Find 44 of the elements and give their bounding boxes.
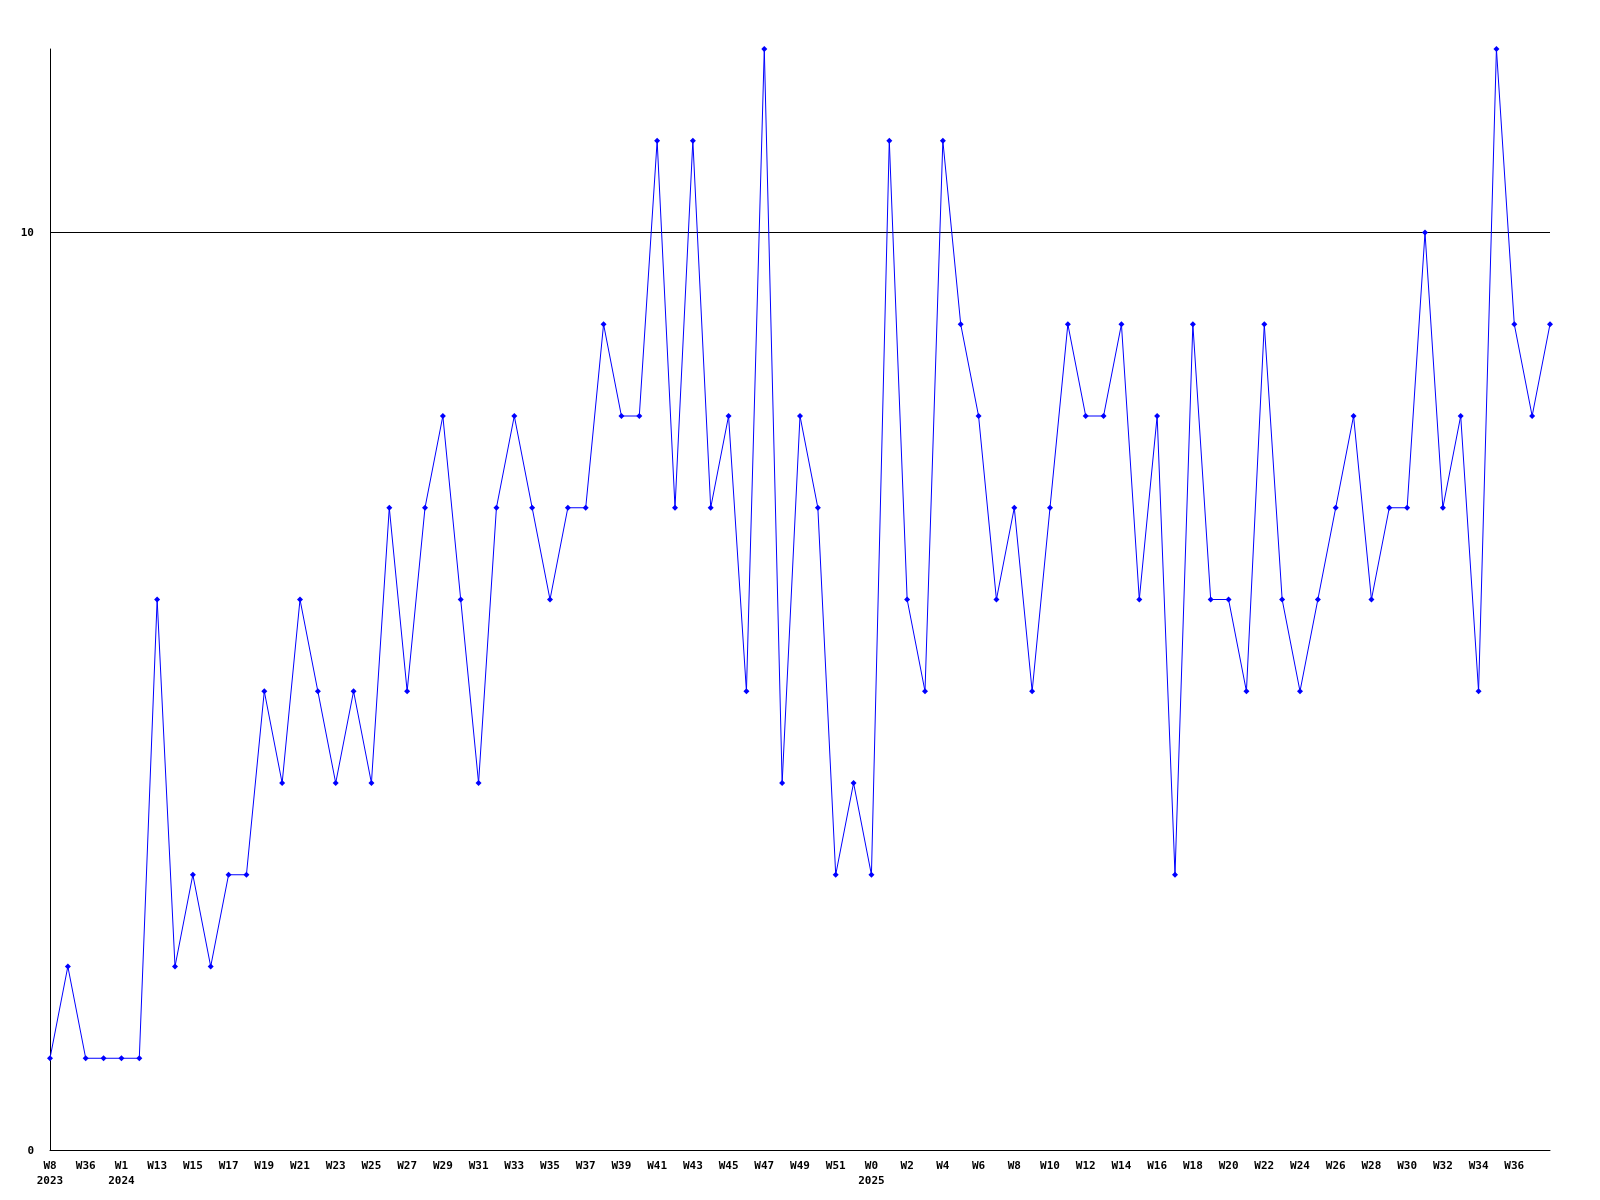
x-tick-label: W36: [1504, 1159, 1525, 1172]
x-tick-label: W34: [1468, 1159, 1489, 1172]
x-tick-label: W14: [1111, 1159, 1132, 1172]
x-tick-label: W4: [936, 1159, 950, 1172]
x-tick-label: W23: [325, 1159, 346, 1172]
x-tick-label: W39: [611, 1159, 632, 1172]
y-tick-label: 0: [27, 1143, 34, 1157]
x-tick-label: W51: [825, 1159, 847, 1172]
x-tick-label: W43: [682, 1159, 703, 1172]
x-tick-label: W8 2023: [36, 1159, 64, 1187]
x-tick-label: W41: [647, 1159, 668, 1172]
x-tick-label: W2: [900, 1159, 914, 1172]
x-tick-label: W20: [1218, 1159, 1239, 1172]
x-tick-label: W16: [1147, 1159, 1168, 1172]
x-tick-label: W17: [218, 1159, 239, 1172]
x-tick-label: W22: [1254, 1159, 1275, 1172]
x-tick-label: W1 2024: [108, 1159, 136, 1187]
x-tick-label: W27: [397, 1159, 418, 1172]
x-tick-label: W29: [432, 1159, 453, 1172]
x-tick-label: W24: [1290, 1159, 1311, 1172]
x-tick-label: W49: [790, 1159, 810, 1172]
x-tick-label: W25: [361, 1159, 382, 1172]
x-tick-label: W0 2025: [858, 1159, 885, 1187]
x-tick-label: W47: [754, 1159, 775, 1172]
x-tick-label: W28: [1361, 1159, 1382, 1172]
x-tick-label: W36: [75, 1159, 97, 1172]
x-tick-label: W15: [182, 1159, 203, 1172]
x-tick-label: W6: [971, 1159, 986, 1172]
x-tick-label: W18: [1182, 1159, 1203, 1172]
x-tick-label: W21: [290, 1159, 311, 1172]
x-tick-label: W33: [504, 1159, 525, 1172]
x-tick-label: W10: [1040, 1159, 1060, 1172]
x-tick-label: W32: [1432, 1159, 1453, 1172]
x-tick-label: W35: [540, 1159, 560, 1172]
x-tick-label: W8: [1007, 1159, 1021, 1172]
x-tick-label: W45: [718, 1159, 739, 1172]
x-tick-label: W30: [1397, 1159, 1418, 1172]
x-tick-label: W13: [147, 1159, 168, 1172]
x-tick-label: W19: [254, 1159, 275, 1172]
x-tick-label: W12: [1075, 1159, 1096, 1172]
x-tick-label: W37: [575, 1159, 596, 1172]
y-tick-label: 10: [20, 226, 34, 239]
x-tick-label: W26: [1325, 1159, 1347, 1172]
x-tick-label: W31: [468, 1159, 489, 1172]
